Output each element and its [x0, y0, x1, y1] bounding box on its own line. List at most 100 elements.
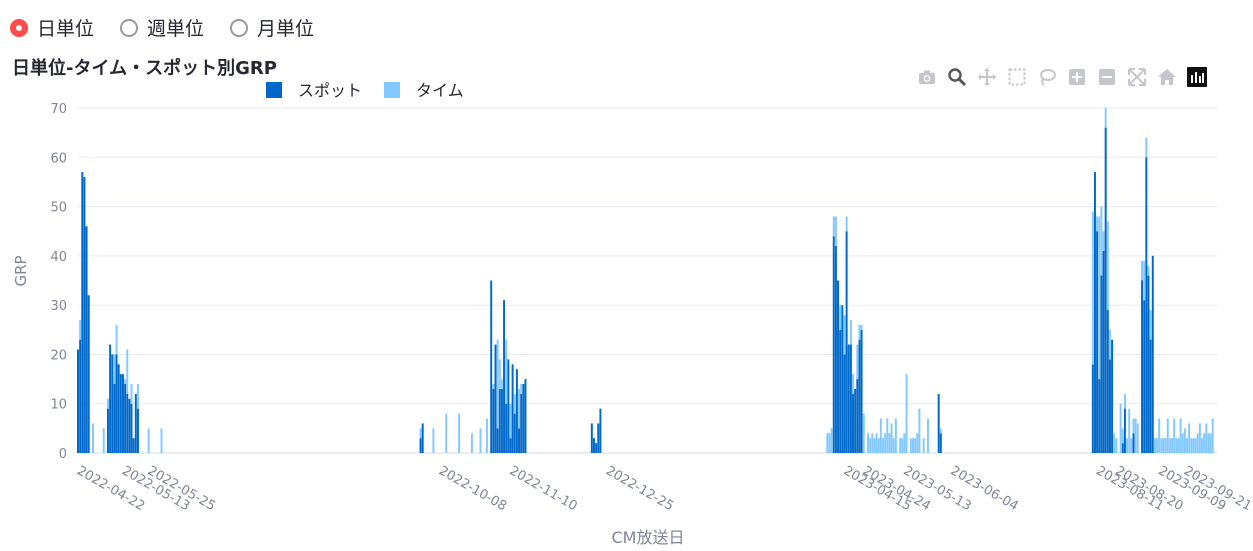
bar-spot[interactable] — [1121, 443, 1124, 453]
bar-spot[interactable] — [515, 369, 518, 453]
bar-time[interactable] — [1162, 438, 1165, 453]
bar-spot[interactable] — [492, 388, 495, 453]
bar-time[interactable] — [500, 379, 503, 389]
bar-spot[interactable] — [518, 428, 521, 453]
bar-time[interactable] — [147, 428, 150, 453]
bar-time[interactable] — [828, 433, 831, 453]
bar-time[interactable] — [926, 418, 929, 454]
bar-spot[interactable] — [419, 438, 422, 453]
bar-time[interactable] — [845, 216, 848, 232]
legend-swatch-spot[interactable] — [266, 82, 282, 98]
bar-time[interactable] — [862, 413, 865, 453]
bar-spot[interactable] — [1123, 408, 1126, 453]
bar-time[interactable] — [1207, 433, 1210, 453]
bar-spot[interactable] — [511, 364, 514, 453]
bar-time[interactable] — [1205, 423, 1208, 453]
bar-spot[interactable] — [113, 384, 116, 453]
bar-time[interactable] — [1104, 108, 1107, 128]
bar-time[interactable] — [909, 438, 912, 453]
camera-icon[interactable] — [916, 66, 938, 88]
bar-time[interactable] — [1123, 393, 1126, 409]
bar-spot[interactable] — [81, 172, 84, 453]
bar-time[interactable] — [102, 428, 105, 453]
bar-time[interactable] — [1164, 438, 1167, 453]
bar-time[interactable] — [1153, 438, 1156, 453]
bar-time[interactable] — [914, 438, 917, 453]
bar-spot[interactable] — [854, 388, 857, 453]
bar-spot[interactable] — [85, 226, 88, 453]
bar-time[interactable] — [877, 438, 880, 453]
bar-time[interactable] — [832, 216, 835, 237]
bar-spot[interactable] — [843, 354, 846, 453]
legend-label-time[interactable]: タイム — [416, 81, 464, 100]
bar-time[interactable] — [858, 324, 861, 340]
bar-spot[interactable] — [128, 398, 131, 453]
bar-time[interactable] — [1211, 418, 1214, 454]
bar-spot[interactable] — [117, 364, 120, 453]
bar-time[interactable] — [1201, 438, 1203, 453]
bar-time[interactable] — [1181, 433, 1184, 453]
bar-time[interactable] — [485, 418, 488, 454]
bar-time[interactable] — [1188, 423, 1191, 453]
bar-spot[interactable] — [507, 359, 510, 453]
bar-spot[interactable] — [421, 423, 424, 453]
bar-time[interactable] — [1166, 418, 1169, 454]
bar-time[interactable] — [498, 359, 501, 389]
bar-spot[interactable] — [852, 393, 855, 453]
bar-spot[interactable] — [849, 344, 852, 453]
bar-spot[interactable] — [1108, 359, 1111, 453]
bar-time[interactable] — [445, 413, 448, 453]
bar-spot[interactable] — [832, 236, 835, 453]
radio-button-icon[interactable] — [10, 18, 28, 37]
bar-spot[interactable] — [132, 438, 135, 453]
bar-time[interactable] — [1113, 433, 1116, 453]
bar-time[interactable] — [513, 393, 516, 414]
bar-time[interactable] — [905, 374, 908, 453]
bar-time[interactable] — [1106, 221, 1109, 311]
bar-time[interactable] — [873, 438, 876, 453]
bar-time[interactable] — [1126, 438, 1129, 453]
bar-time[interactable] — [1171, 438, 1174, 453]
bar-spot[interactable] — [496, 428, 499, 453]
bar-spot[interactable] — [590, 423, 593, 453]
bar-time[interactable] — [839, 305, 842, 330]
bar-spot[interactable] — [1147, 275, 1150, 453]
bar-time[interactable] — [894, 418, 897, 454]
bar-time[interactable] — [1147, 265, 1150, 276]
bar-time[interactable] — [1143, 260, 1146, 301]
bar-spot[interactable] — [121, 374, 124, 453]
bar-time[interactable] — [1203, 433, 1206, 453]
bar-time[interactable] — [496, 339, 499, 429]
bar-time[interactable] — [890, 423, 893, 453]
radio-button-icon[interactable] — [230, 18, 249, 37]
autoscale-icon[interactable] — [1126, 66, 1148, 88]
bar-time[interactable] — [1179, 418, 1182, 454]
radio-daily[interactable]: 日単位 — [10, 14, 94, 41]
bar-time[interactable] — [882, 438, 884, 453]
bar-time[interactable] — [458, 413, 461, 453]
bar-time[interactable] — [136, 384, 139, 409]
bar-spot[interactable] — [860, 329, 863, 453]
bar-spot[interactable] — [1111, 339, 1114, 453]
bar-time[interactable] — [939, 428, 942, 434]
bar-spot[interactable] — [498, 388, 501, 453]
bar-spot[interactable] — [500, 388, 503, 453]
bar-spot[interactable] — [595, 443, 598, 453]
bar-time[interactable] — [892, 438, 895, 453]
radio-button-icon[interactable] — [120, 18, 139, 37]
bar-spot[interactable] — [109, 344, 112, 453]
bar-time[interactable] — [901, 438, 904, 453]
bar-time[interactable] — [1145, 137, 1148, 158]
bar-spot[interactable] — [503, 300, 506, 453]
bar-time[interactable] — [1183, 428, 1186, 453]
bar-spot[interactable] — [124, 384, 127, 453]
bar-time[interactable] — [849, 319, 852, 345]
bar-spot[interactable] — [597, 423, 600, 453]
bar-time[interactable] — [884, 433, 887, 453]
bar-spot[interactable] — [520, 393, 523, 453]
bar-time[interactable] — [843, 315, 846, 355]
bar-time[interactable] — [92, 423, 94, 453]
bar-spot[interactable] — [134, 393, 137, 453]
bar-time[interactable] — [860, 324, 863, 330]
